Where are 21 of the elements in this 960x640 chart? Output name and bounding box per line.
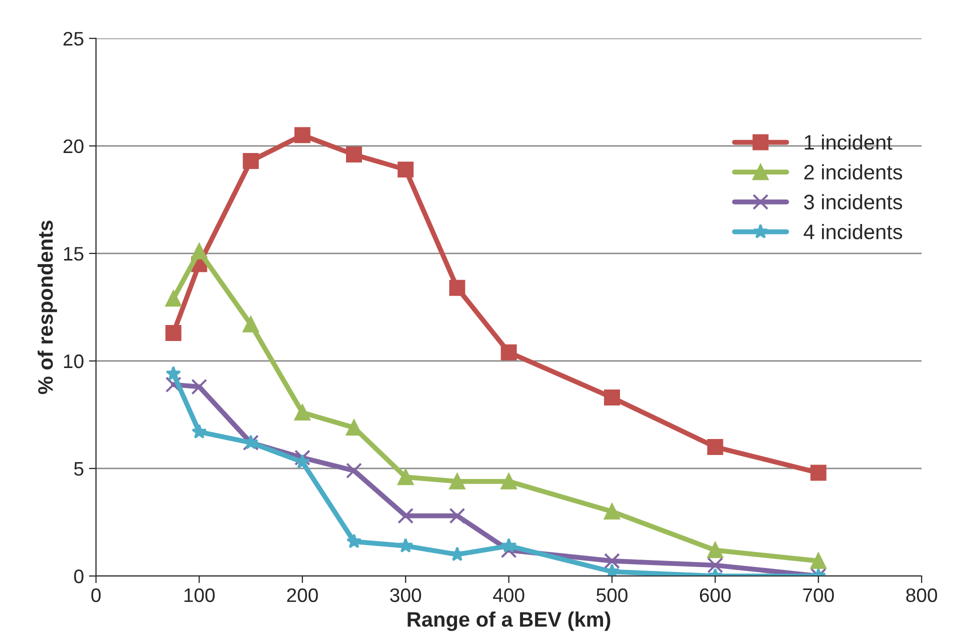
- x-tick-label: 600: [700, 588, 731, 602]
- x-tick-label: 0: [91, 588, 101, 602]
- x-axis-title: Range of a BEV (km): [408, 611, 610, 631]
- x-tick-label: 100: [184, 588, 215, 602]
- y-tick-label: 0: [74, 569, 84, 584]
- x-tick-label: 700: [803, 588, 834, 602]
- y-tick-label: 20: [64, 139, 84, 154]
- legend-label: 1 incident: [804, 134, 892, 150]
- y-tick-label: 15: [64, 247, 84, 261]
- y-tick-label: 5: [74, 462, 84, 476]
- legend-label: 4 incidents: [804, 224, 902, 240]
- x-tick-label: 200: [287, 588, 318, 602]
- legend-label: 3 incidents: [804, 194, 902, 210]
- x-tick-label: 800: [906, 588, 938, 602]
- x-tick-label: 400: [493, 588, 524, 602]
- y-tick-label: 25: [64, 32, 84, 46]
- y-tick-label: 10: [64, 354, 84, 368]
- y-axis-title: % of respondents: [38, 220, 58, 394]
- x-tick-label: 500: [596, 588, 628, 602]
- x-tick-label: 300: [390, 588, 422, 602]
- legend-label: 2 incidents: [804, 164, 902, 180]
